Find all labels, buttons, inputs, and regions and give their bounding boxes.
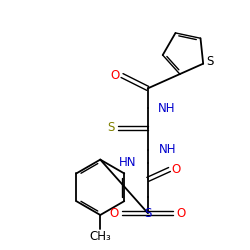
Text: O: O bbox=[177, 206, 186, 220]
Text: CH₃: CH₃ bbox=[90, 230, 111, 243]
Text: S: S bbox=[206, 55, 214, 68]
Text: NH: NH bbox=[158, 102, 175, 115]
Text: HN: HN bbox=[119, 156, 137, 169]
Text: S: S bbox=[108, 122, 115, 134]
Text: NH: NH bbox=[158, 143, 176, 156]
Text: O: O bbox=[172, 163, 181, 176]
Text: S: S bbox=[144, 206, 152, 220]
Text: O: O bbox=[110, 69, 120, 82]
Text: O: O bbox=[110, 206, 119, 220]
